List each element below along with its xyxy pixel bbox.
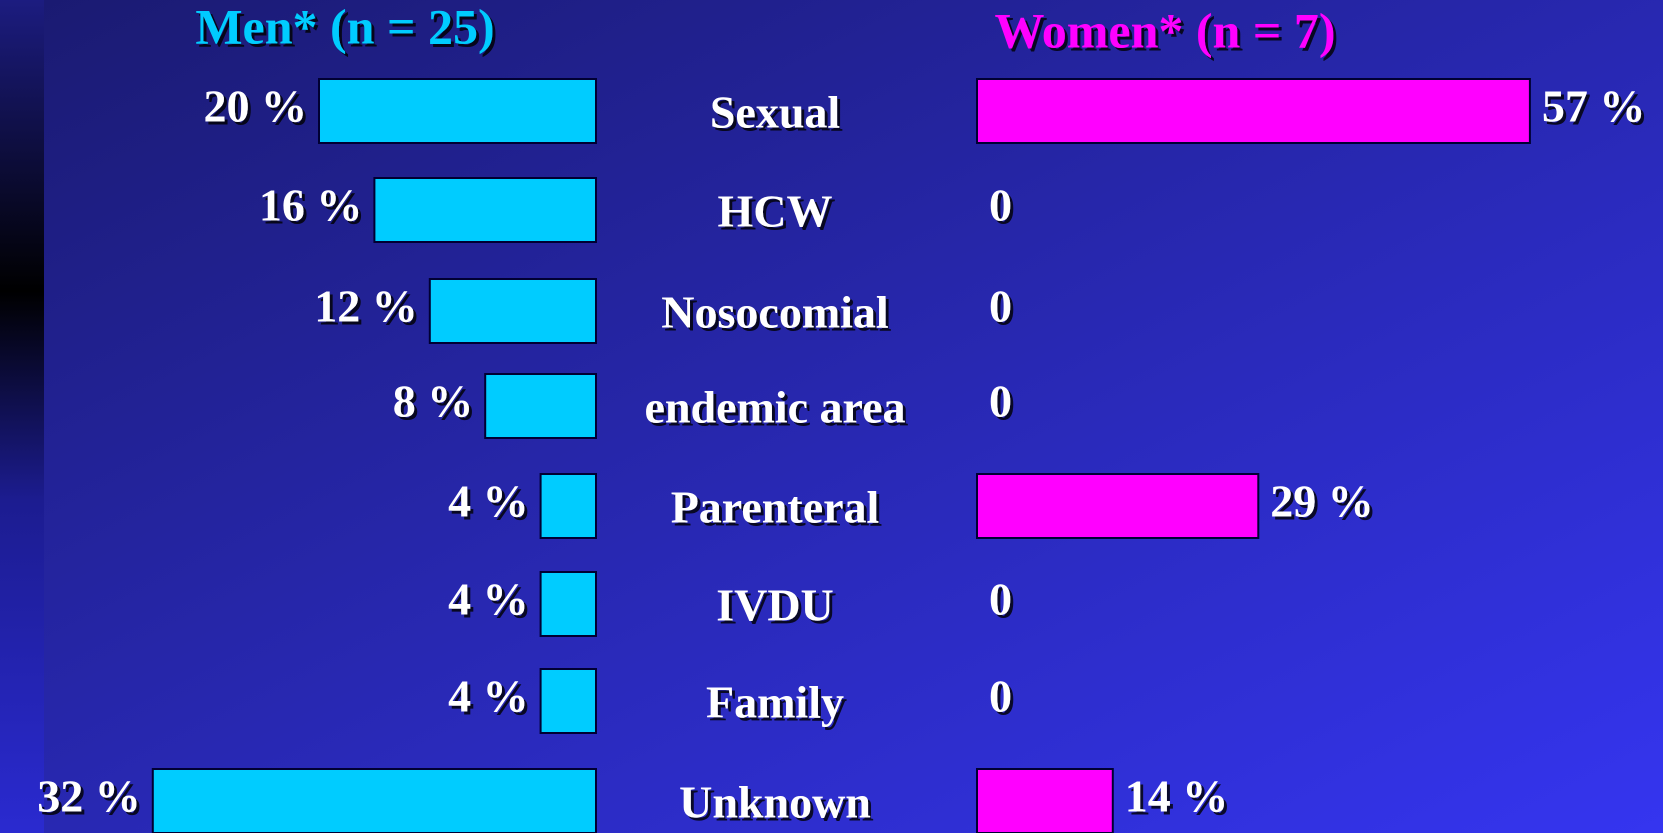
bar xyxy=(976,768,1114,833)
value-label: 0 xyxy=(989,376,1012,427)
bar xyxy=(539,473,597,539)
bar xyxy=(539,571,597,637)
category-label: Sexual xyxy=(710,87,840,138)
value-label: 16 % xyxy=(259,180,363,231)
bar xyxy=(428,278,597,344)
category-label: Parenteral xyxy=(671,482,880,533)
series-title: Women* (n = 7) xyxy=(995,2,1336,58)
value-label: 32 % xyxy=(37,771,141,822)
value-label: 0 xyxy=(989,671,1012,722)
value-label: 12 % xyxy=(314,281,418,332)
value-label: 0 xyxy=(989,574,1012,625)
bar xyxy=(976,78,1531,144)
value-label: 20 % xyxy=(204,81,308,132)
bar xyxy=(539,668,597,734)
category-label: IVDU xyxy=(716,580,834,631)
value-label: 4 % xyxy=(448,574,529,625)
value-label: 4 % xyxy=(448,476,529,527)
category-label: Family xyxy=(706,677,844,728)
value-label: 29 % xyxy=(1270,476,1374,527)
bar xyxy=(976,473,1260,539)
bar xyxy=(151,768,598,833)
category-label: HCW xyxy=(718,186,833,237)
category-label: Nosocomial xyxy=(661,287,888,338)
bar xyxy=(373,177,597,243)
category-label: endemic area xyxy=(644,382,905,433)
value-label: 57 % xyxy=(1542,81,1646,132)
value-label: 0 xyxy=(989,281,1012,332)
bar xyxy=(318,78,597,144)
category-label: Unknown xyxy=(679,777,871,828)
bar xyxy=(484,373,598,439)
value-label: 4 % xyxy=(448,671,529,722)
value-label: 14 % xyxy=(1125,771,1229,822)
series-title: Men* (n = 25) xyxy=(195,0,494,54)
value-label: 8 % xyxy=(393,376,474,427)
side-strip xyxy=(0,0,44,833)
value-label: 0 xyxy=(989,180,1012,231)
